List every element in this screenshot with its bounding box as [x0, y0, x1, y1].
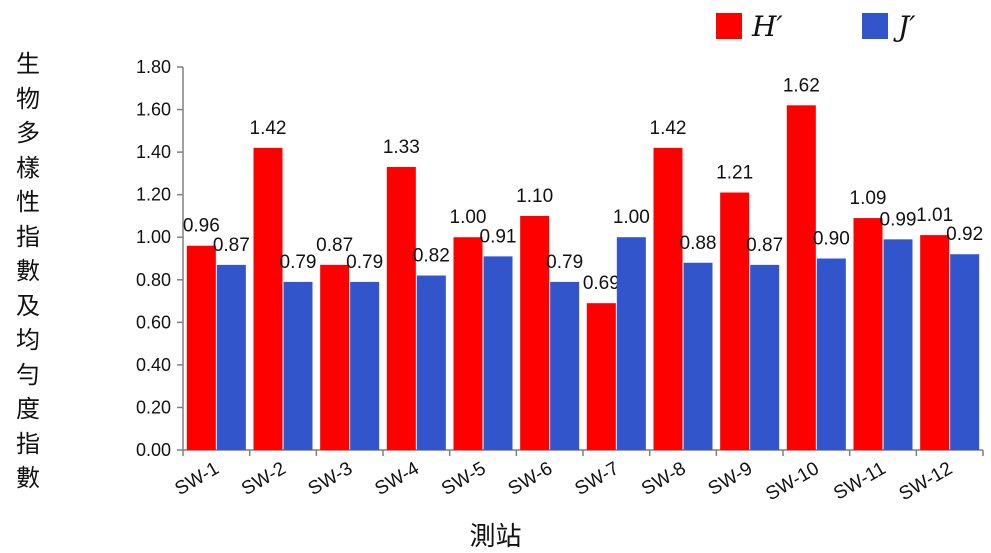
- bar-j: [483, 256, 513, 450]
- bar-h: [253, 147, 283, 450]
- bar-h: [653, 147, 683, 450]
- data-label-j: 0.79: [280, 252, 317, 273]
- y-tick-label: 0.40: [136, 355, 171, 375]
- bar-j: [950, 254, 980, 450]
- data-label-j: 0.87: [213, 235, 250, 256]
- data-label-h: 0.69: [583, 273, 620, 294]
- legend-swatch-h: [716, 13, 742, 39]
- y-axis-label-char: 指: [16, 222, 40, 251]
- data-label-h: 0.96: [183, 216, 220, 237]
- data-label-j: 0.88: [680, 233, 717, 254]
- data-label-h: 0.87: [316, 235, 353, 256]
- bar-h: [320, 264, 350, 450]
- x-tick-label: SW-10: [762, 458, 822, 505]
- bar-h: [453, 237, 483, 450]
- x-axis-label: 測站: [469, 522, 522, 552]
- data-label-j: 0.79: [546, 252, 583, 273]
- y-axis-label-char: 物: [16, 84, 40, 113]
- data-label-h: 1.01: [916, 205, 953, 226]
- data-label-j: 1.00: [613, 207, 650, 228]
- data-label-j: 0.87: [746, 235, 783, 256]
- bar-h: [786, 105, 816, 451]
- y-tick-label: 1.80: [136, 57, 171, 77]
- x-tick-label: SW-2: [238, 458, 289, 500]
- y-tick-label: 1.60: [136, 100, 171, 120]
- y-axis-label-char: 及: [16, 291, 40, 320]
- data-label-h: 1.00: [450, 207, 487, 228]
- data-label-h: 1.21: [716, 163, 753, 184]
- y-tick-label: 0.80: [136, 270, 171, 290]
- y-tick-label: 0.60: [136, 312, 171, 332]
- data-label-h: 1.10: [516, 186, 553, 207]
- x-tick-label: SW-7: [571, 458, 622, 500]
- bar-j: [283, 281, 313, 450]
- bar-h: [386, 167, 416, 450]
- data-label-j: 0.91: [480, 226, 517, 247]
- data-label-j: 0.92: [946, 224, 983, 245]
- legend-item-j: J′: [862, 8, 916, 44]
- x-tick-label: SW-4: [371, 458, 423, 500]
- legend-swatch-j: [862, 13, 888, 39]
- bar-j: [683, 262, 713, 450]
- y-tick-label: 1.40: [136, 142, 171, 162]
- bar-j: [416, 275, 446, 450]
- legend-label-h: H′: [752, 9, 783, 43]
- bar-h: [586, 303, 616, 450]
- y-tick-label: 1.00: [136, 227, 171, 247]
- x-tick-label: SW-11: [830, 458, 889, 504]
- y-tick-label: 1.20: [136, 185, 171, 205]
- data-label-h: 1.33: [383, 137, 420, 158]
- bar-j: [350, 281, 380, 450]
- x-tick-label: SW-3: [305, 458, 356, 500]
- data-label-h: 1.62: [783, 75, 820, 96]
- y-axis-label-char: 均: [16, 326, 40, 354]
- data-label-j: 0.79: [346, 252, 383, 273]
- y-axis-label-char: 勻: [16, 360, 40, 389]
- data-label-h: 1.42: [650, 118, 687, 139]
- x-tick-label: SW-8: [638, 458, 689, 500]
- x-tick-label: SW-1: [171, 458, 222, 500]
- y-axis-label-char: 度: [16, 395, 40, 423]
- x-tick-label: SW-9: [705, 458, 756, 500]
- bar-h: [520, 215, 550, 450]
- bar-j: [550, 281, 580, 450]
- bar-j: [616, 237, 646, 450]
- y-axis-label-char: 性: [16, 188, 40, 216]
- bar-h: [853, 218, 883, 450]
- x-tick-label: SW-5: [438, 458, 489, 500]
- data-label-j: 0.90: [813, 229, 850, 250]
- data-label-h: 1.09: [850, 188, 887, 209]
- data-label-j: 0.82: [413, 246, 450, 267]
- legend-item-h: H′: [716, 8, 783, 44]
- data-label-h: 1.42: [250, 118, 287, 139]
- data-label-j: 0.99: [880, 209, 917, 230]
- bar-h: [186, 245, 216, 450]
- y-axis-label-char: 數: [16, 464, 40, 492]
- bar-h: [920, 235, 950, 450]
- bar-j: [816, 258, 846, 450]
- x-tick-label: SW-6: [505, 458, 556, 500]
- x-tick-label: SW-12: [896, 458, 956, 505]
- y-axis-label-char: 生: [16, 50, 40, 78]
- bar-h: [720, 192, 750, 451]
- bar-j: [216, 264, 246, 450]
- y-axis-label-char: 多: [16, 119, 40, 147]
- y-tick-label: 0.00: [136, 440, 171, 460]
- y-axis-label-char: 數: [16, 257, 40, 285]
- y-axis-label-char: 指: [16, 429, 40, 458]
- bar-j: [883, 239, 913, 450]
- y-axis-label-char: 樣: [16, 153, 40, 182]
- y-tick-label: 0.20: [136, 397, 171, 417]
- legend-label-j: J′: [898, 9, 916, 43]
- bar-j: [750, 264, 780, 450]
